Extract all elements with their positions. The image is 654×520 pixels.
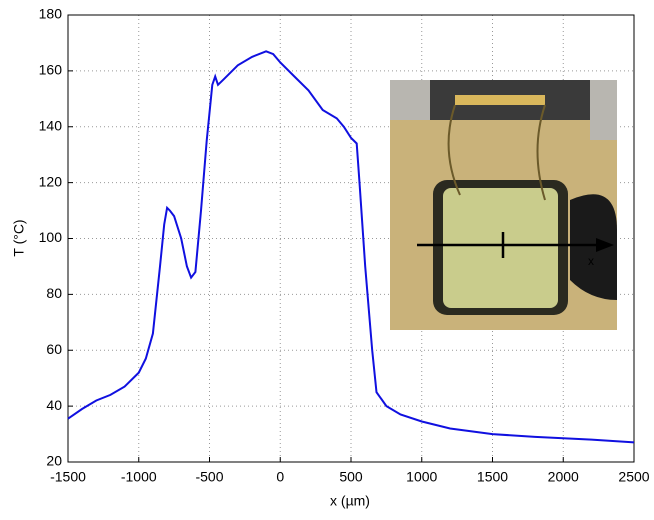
inset-label: x [588,254,594,268]
y-tick-label: 40 [46,397,62,413]
x-tick-label: 1000 [406,469,437,485]
data-line [67,50,635,444]
inset-dark-blob [570,194,617,300]
x-axis-label: x (µm) [330,493,370,509]
y-tick-label: 120 [39,173,63,189]
y-tick-label: 180 [39,6,63,22]
x-tick-label: -1000 [121,469,157,485]
inset-gray-left [390,80,430,120]
x-tick-label: 1500 [477,469,508,485]
x-tick-label: -1500 [50,469,86,485]
x-tick-label: 0 [276,469,284,485]
y-tick-label: 100 [39,229,63,245]
inset-arrowhead [596,238,614,252]
y-tick-label: 80 [46,285,62,301]
y-tick-label: 60 [46,341,62,357]
inset-photo: x [390,80,617,330]
x-tick-label: 500 [339,469,363,485]
inset-wires [447,104,546,201]
x-tick-label: 2500 [618,469,649,485]
y-tick-label: 140 [39,117,63,133]
x-tick-label: 2000 [548,469,579,485]
plot-frame [67,14,635,463]
inset-gray-right [590,80,617,140]
y-axis-label: T (°C) [11,219,27,256]
inset-pad [455,95,545,105]
x-tick-label: -500 [195,469,223,485]
y-tick-label: 160 [39,62,63,78]
inset-die [443,188,558,308]
y-tick-label: 20 [46,453,62,469]
